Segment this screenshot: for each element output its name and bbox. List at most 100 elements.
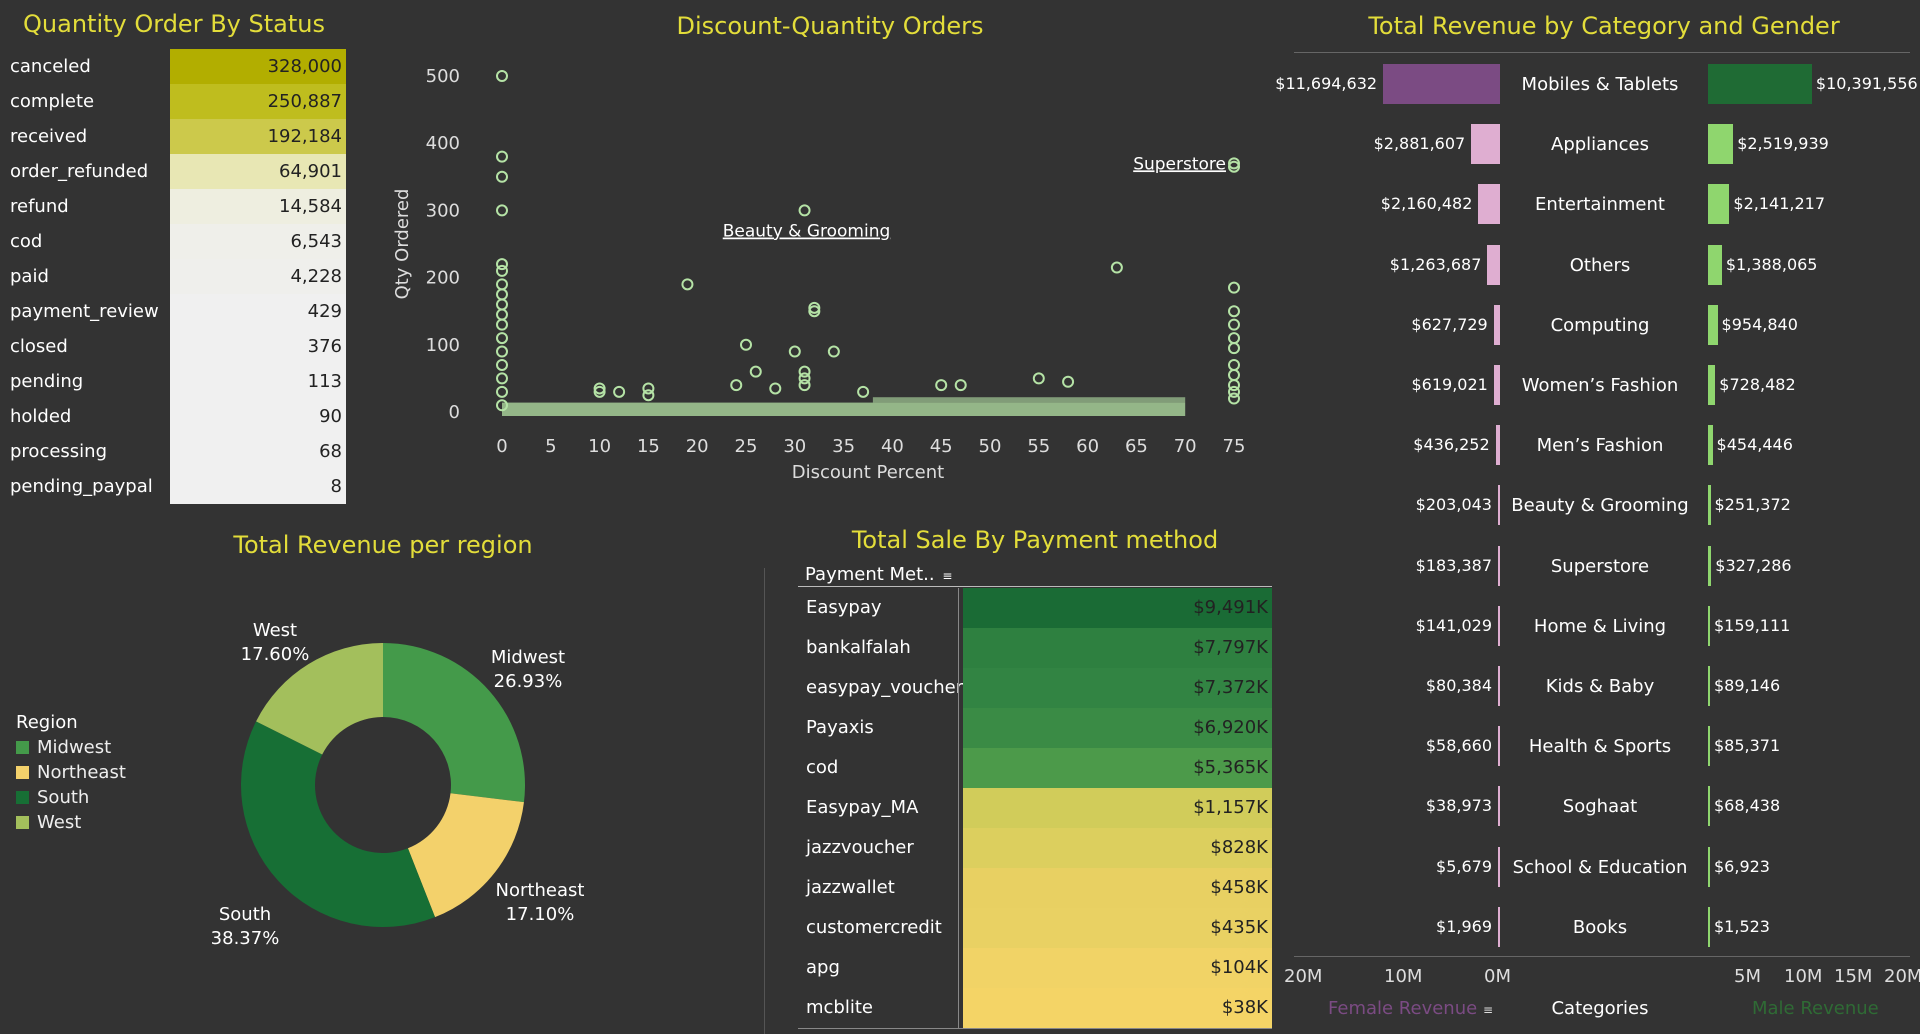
male-revenue-bar[interactable] [1708,605,1710,646]
donut-slice-west[interactable] [256,643,383,755]
legend-item[interactable]: Midwest [16,735,126,760]
female-revenue-label[interactable]: Female Revenue ≡ [1328,998,1493,1019]
scatter-point[interactable] [496,385,508,398]
legend-item[interactable]: West [16,810,126,835]
donut-slice-northeast[interactable] [407,793,524,918]
male-revenue-bar[interactable] [1708,425,1713,466]
scatter-point[interactable] [642,382,655,395]
scatter-point[interactable] [740,338,752,351]
scatter-point[interactable] [496,372,508,385]
scatter-point[interactable] [1228,379,1240,392]
donut-slice-midwest[interactable] [383,643,525,803]
scatter-point[interactable] [642,389,655,402]
scatter-point[interactable] [613,385,626,398]
male-revenue-bar[interactable] [1708,726,1710,767]
scatter-point[interactable] [496,399,508,412]
scatter-point[interactable] [857,385,870,398]
female-revenue-bar[interactable] [1498,726,1500,767]
female-revenue-bar[interactable] [1487,244,1500,285]
scatter-point[interactable] [1110,261,1123,274]
scatter-point[interactable] [496,204,508,217]
x-tick-label: 5 [545,436,556,457]
male-revenue-bar[interactable] [1708,846,1710,887]
scatter-point[interactable] [496,70,508,82]
male-revenue-bar[interactable] [1708,64,1812,104]
legend-item[interactable]: Northeast [16,760,126,785]
scatter-point[interactable] [1228,369,1240,382]
legend-item[interactable]: South [16,785,126,810]
female-revenue-bar[interactable] [1493,304,1500,345]
scatter-point[interactable] [1228,281,1240,294]
female-revenue-bar[interactable] [1495,425,1500,466]
scatter-point[interactable] [808,301,821,314]
scatter-point[interactable] [749,365,762,378]
scatter-point[interactable] [1228,358,1240,371]
male-revenue-bar[interactable] [1708,485,1711,526]
male-revenue-bar[interactable] [1708,365,1716,405]
scatter-point[interactable] [496,288,508,301]
female-revenue-bar[interactable] [1471,124,1500,165]
male-revenue-bar[interactable] [1708,786,1710,827]
male-revenue-bar[interactable] [1708,304,1718,345]
scatter-point[interactable] [798,365,811,378]
scatter-point[interactable] [1228,160,1240,173]
scatter-point[interactable] [496,318,508,331]
scatter-point[interactable] [593,382,606,395]
sort-icon[interactable]: ≡ [942,569,953,583]
female-revenue-bar[interactable] [1478,184,1500,225]
female-revenue-bar[interactable] [1497,485,1500,526]
scatter-point[interactable] [1062,375,1075,388]
scatter-point[interactable] [496,264,508,277]
scatter-point[interactable] [593,385,606,398]
scatter-point[interactable] [798,204,811,217]
scatter-point[interactable] [496,170,508,183]
scatter-point[interactable] [496,150,508,163]
scatter-point[interactable] [769,382,782,395]
female-revenue-bar[interactable] [1498,545,1500,586]
scatter-point[interactable] [730,379,743,392]
female-revenue-bar[interactable] [1498,786,1500,827]
male-revenue-bar[interactable] [1708,666,1710,706]
female-revenue-bar[interactable] [1498,846,1500,887]
scatter-point[interactable] [1228,332,1240,345]
scatter-point[interactable] [496,258,508,271]
scatter-point[interactable] [496,298,508,311]
female-revenue-bar[interactable] [1498,666,1500,706]
male-revenue-bar[interactable] [1708,906,1710,947]
scatter-point[interactable] [496,332,508,345]
female-revenue-bar[interactable] [1498,906,1500,947]
scatter-point[interactable] [1228,157,1240,170]
sort-icon[interactable]: ≡ [1482,1003,1493,1017]
scatter-point[interactable] [681,278,694,291]
payment-method-label: Easypay [806,597,882,618]
scatter-point[interactable] [788,345,801,358]
scatter-point[interactable] [798,372,811,385]
scatter-point[interactable] [935,379,948,392]
scatter-point[interactable] [808,305,821,318]
payment-header[interactable]: Payment Met.. ≡ [805,564,952,585]
scatter-point[interactable] [1228,318,1240,331]
scatter-point[interactable] [1228,305,1240,318]
scatter-point[interactable] [1228,392,1240,405]
male-revenue-bar[interactable] [1708,545,1712,586]
scatter-point[interactable] [1032,372,1045,385]
male-revenue-bar[interactable] [1708,244,1722,285]
scatter-point[interactable] [496,345,508,358]
female-revenue-bar[interactable] [1498,605,1500,646]
male-revenue-bar[interactable] [1708,124,1734,165]
scatter-point[interactable] [798,379,811,392]
scatter-point[interactable] [496,278,508,291]
scatter-point[interactable] [954,379,967,392]
scatter-point[interactable] [1228,385,1240,398]
legend-label: West [37,812,82,833]
scatter-point[interactable] [827,345,840,358]
scatter-point[interactable] [1228,342,1240,355]
scatter-point[interactable] [496,308,508,321]
female-revenue-bar[interactable] [1493,365,1500,405]
status-value: 8 [170,469,346,504]
donut-slice-south[interactable] [241,721,436,927]
category-label: Home & Living [1533,615,1667,637]
male-revenue-bar[interactable] [1708,184,1730,225]
scatter-point[interactable] [496,358,508,371]
female-revenue-bar[interactable] [1383,64,1500,104]
